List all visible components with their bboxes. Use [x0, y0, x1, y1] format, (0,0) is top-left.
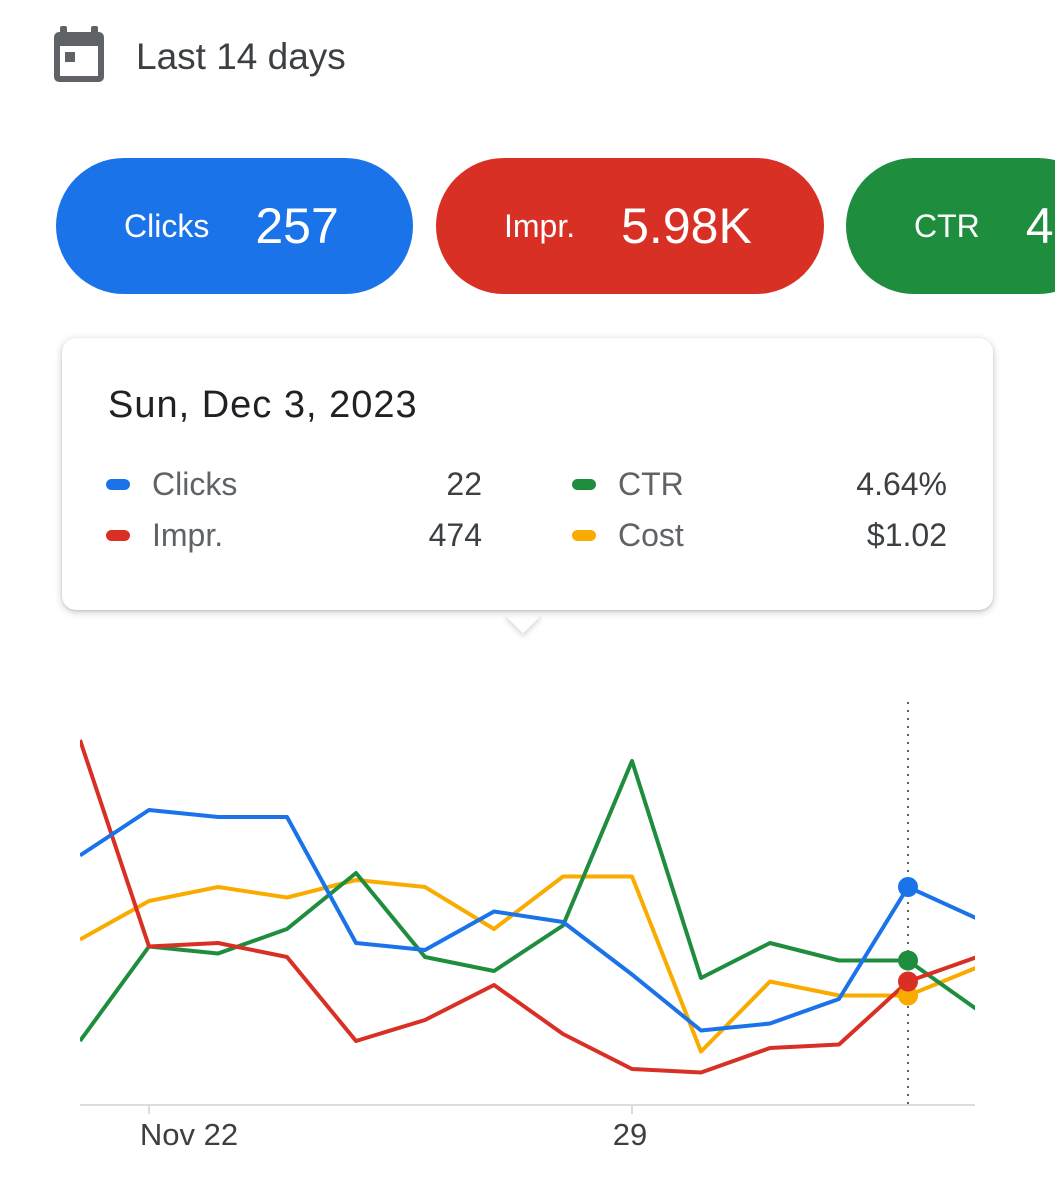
highlight-point-ctr — [898, 950, 918, 971]
chip-label: CTR — [914, 207, 980, 244]
tooltip-label: Clicks — [152, 465, 238, 502]
series-line-clicks — [80, 808, 975, 1033]
calendar-icon[interactable] — [52, 26, 106, 84]
tooltip-value-ctr: 4.64% — [856, 466, 947, 502]
tooltip-row-cost: Cost — [572, 515, 684, 555]
tooltip-row-ctr: CTR — [572, 464, 684, 504]
metric-chip-impressions[interactable]: Impr. 5.98K — [436, 158, 824, 294]
tooltip-row-clicks: Clicks — [106, 464, 237, 504]
x-tick-label: 29 — [613, 1117, 647, 1152]
legend-swatch-cost — [572, 529, 596, 541]
line-chart[interactable]: Nov 22 29 — [0, 640, 1055, 1200]
tooltip-label: CTR — [618, 465, 684, 502]
highlight-point-cost — [898, 985, 918, 1006]
highlight-point-impr — [898, 971, 918, 992]
series-line-ctr — [80, 759, 975, 1043]
metric-chip-clicks[interactable]: Clicks 257 — [56, 158, 413, 294]
chip-value: 5.98K — [621, 198, 752, 254]
chip-value: 4 — [1025, 198, 1054, 254]
tooltip-value-cost: $1.02 — [866, 517, 947, 553]
tooltip-row-impressions: Impr. — [106, 515, 223, 555]
tooltip-value-impressions: 474 — [428, 517, 482, 553]
series-line-impr — [80, 739, 975, 1075]
date-range-label[interactable]: Last 14 days — [136, 36, 346, 77]
chip-label: Impr. — [504, 207, 576, 244]
tooltip-value-clicks: 22 — [446, 466, 482, 502]
legend-swatch-impressions — [106, 529, 130, 541]
legend-swatch-clicks — [106, 478, 130, 490]
chip-value: 257 — [255, 198, 339, 254]
highlight-point-clicks — [898, 877, 918, 897]
chip-label: Clicks — [124, 207, 210, 244]
tooltip-label: Cost — [618, 516, 684, 553]
tooltip-label: Impr. — [152, 516, 224, 553]
chart-tooltip: Sun, Dec 3, 2023 Clicks 22 Impr. 474 CTR… — [62, 338, 993, 610]
metric-chip-ctr[interactable]: CTR 4 — [846, 158, 1055, 294]
tooltip-date: Sun, Dec 3, 2023 — [108, 384, 418, 426]
x-tick-label: Nov 22 — [140, 1117, 238, 1152]
legend-swatch-ctr — [572, 478, 596, 490]
series-line-cost — [80, 874, 975, 1054]
